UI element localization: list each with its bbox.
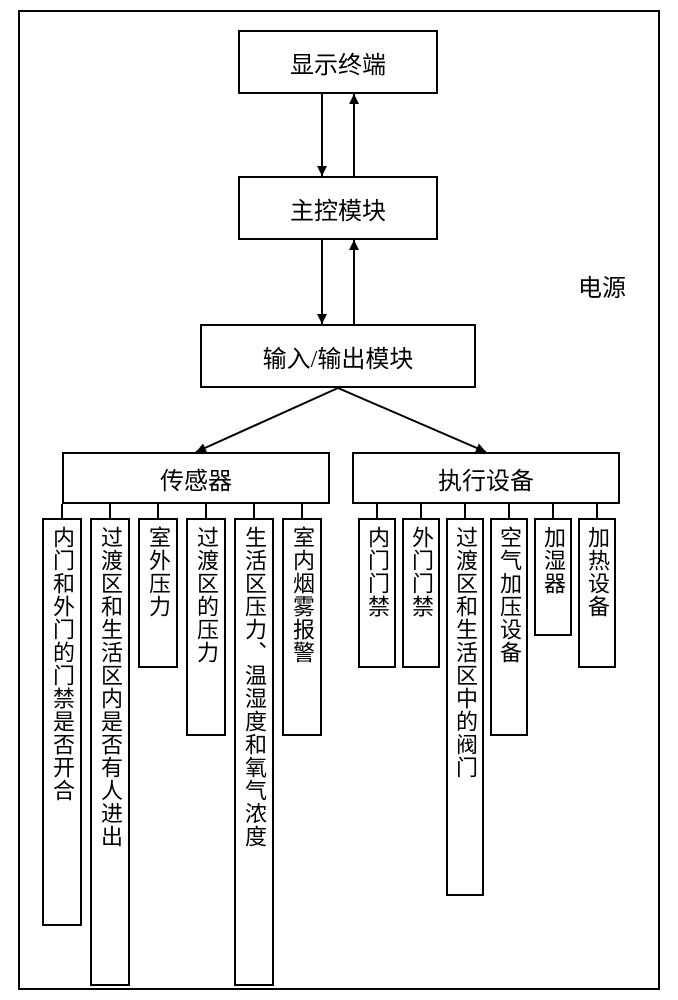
node-io-module: 输入/输出模块 <box>200 324 476 388</box>
actuator-leaf: 内门门禁 <box>358 518 396 668</box>
actuator-leaf: 空气加压设备 <box>490 518 528 736</box>
sensor-leaf: 室内烟雾报警 <box>282 518 322 736</box>
leaf-label: 生活区压力、温湿度和氧气浓度 <box>238 526 270 848</box>
leaf-label: 加湿器 <box>537 526 569 595</box>
leaf-label: 内门和外门的门禁是否开合 <box>46 526 78 802</box>
leaf-label: 内门门禁 <box>361 526 393 618</box>
node-actuators: 执行设备 <box>352 452 620 504</box>
sensor-leaf: 内门和外门的门禁是否开合 <box>42 518 82 926</box>
node-label: 显示终端 <box>290 45 386 80</box>
node-sensors: 传感器 <box>62 452 330 504</box>
leaf-label: 过渡区的压力 <box>190 526 222 664</box>
actuator-leaf: 加热设备 <box>578 518 616 668</box>
node-label: 传感器 <box>160 461 232 496</box>
sensor-leaf: 室外压力 <box>138 518 178 668</box>
node-label: 主控模块 <box>290 191 386 226</box>
actuator-leaf: 过渡区和生活区中的阀门 <box>446 518 484 896</box>
power-label: 电源 <box>578 268 626 303</box>
actuator-leaf: 外门门禁 <box>402 518 440 668</box>
leaf-label: 空气加压设备 <box>493 526 525 664</box>
leaf-label: 外门门禁 <box>405 526 437 618</box>
actuator-leaf: 加湿器 <box>534 518 572 636</box>
leaf-label: 过渡区和生活区内是否有人进出 <box>94 526 126 848</box>
sensor-leaf: 生活区压力、温湿度和氧气浓度 <box>234 518 274 986</box>
leaf-label: 室内烟雾报警 <box>286 526 318 664</box>
leaf-label: 室外压力 <box>142 526 174 618</box>
label-text: 电源 <box>578 276 626 302</box>
leaf-label: 过渡区和生活区中的阀门 <box>449 526 481 779</box>
sensor-leaf: 过渡区的压力 <box>186 518 226 736</box>
node-display-terminal: 显示终端 <box>238 30 438 94</box>
sensor-leaf: 过渡区和生活区内是否有人进出 <box>90 518 130 986</box>
node-label: 执行设备 <box>438 461 534 496</box>
node-main-control: 主控模块 <box>238 176 438 240</box>
node-label: 输入/输出模块 <box>263 339 414 374</box>
leaf-label: 加热设备 <box>581 526 613 618</box>
diagram-canvas: 显示终端 主控模块 输入/输出模块 传感器 执行设备 电源 内门和外门的门禁是否… <box>0 0 678 1000</box>
